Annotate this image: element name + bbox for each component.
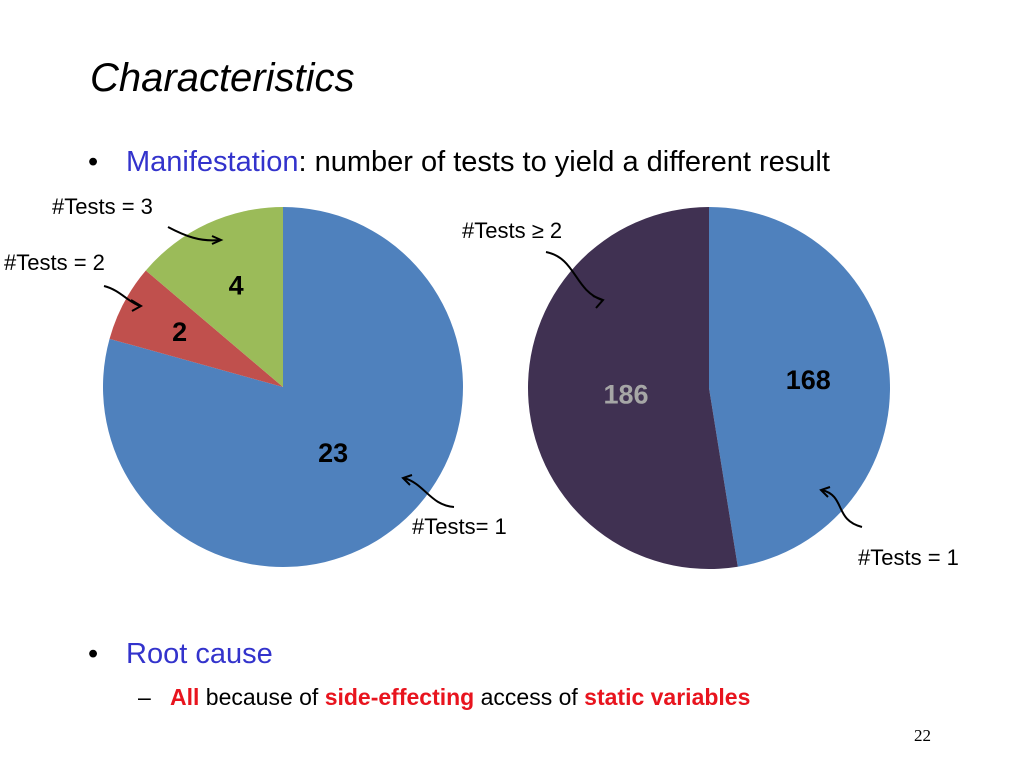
sub-bullet-dash: – — [138, 684, 151, 710]
bullet-text: : number of tests to yield a different r… — [298, 146, 830, 178]
pie-slice — [709, 207, 890, 567]
sub-bullet-part: because of — [199, 684, 325, 710]
pie-chart-right: 168 186 #Tests ≥ 2 #Tests = 1 — [462, 207, 959, 570]
callout-arrow — [130, 299, 143, 312]
bullet-highlight: Manifestation — [126, 146, 299, 178]
slice-value-label: 4 — [229, 271, 244, 301]
callout-label: #Tests= 1 — [412, 514, 507, 539]
sub-bullet-part: side-effecting — [324, 684, 475, 710]
slide-title: Characteristics — [90, 56, 355, 100]
callout-label: #Tests = 1 — [858, 545, 959, 570]
sub-bullet-root-cause: – All because of side-effecting access of… — [138, 684, 750, 711]
slice-value-label: 168 — [786, 365, 831, 395]
callout-arrow — [211, 235, 224, 245]
sub-bullet-part: access of — [474, 684, 585, 710]
slice-value-label: 23 — [318, 438, 348, 468]
bullet-dot: • — [88, 638, 99, 670]
callout-arrow — [821, 489, 863, 528]
callout-arrow — [403, 477, 455, 508]
pie-slice — [145, 207, 283, 387]
callout-label: #Tests ≥ 2 — [462, 218, 562, 243]
slice-value-label: 186 — [603, 380, 648, 410]
callout-arrow — [592, 295, 605, 309]
slide-number: 22 — [914, 726, 931, 745]
callout-label: #Tests = 3 — [52, 194, 153, 219]
sub-bullet-part: All — [170, 684, 200, 710]
callout-label: #Tests = 2 — [4, 250, 105, 275]
bullet-root-cause: • Root cause — [88, 638, 273, 671]
callout-arrow — [819, 486, 831, 498]
pie-slice — [109, 270, 283, 387]
bullet-manifestation: • Manifestation: number of tests to yield… — [88, 146, 830, 179]
pie-slice — [527, 207, 738, 569]
bullet-highlight: Root cause — [126, 638, 273, 670]
slice-value-label: 2 — [172, 317, 187, 347]
bullet-dot: • — [88, 146, 99, 178]
callout-arrow — [401, 474, 413, 486]
callout-arrow — [167, 226, 221, 242]
pie-chart-left: 23 2 4 #Tests = 3 #Tests = 2 #Tests= 1 — [4, 194, 507, 567]
sub-bullet-part: static variables — [584, 684, 751, 710]
